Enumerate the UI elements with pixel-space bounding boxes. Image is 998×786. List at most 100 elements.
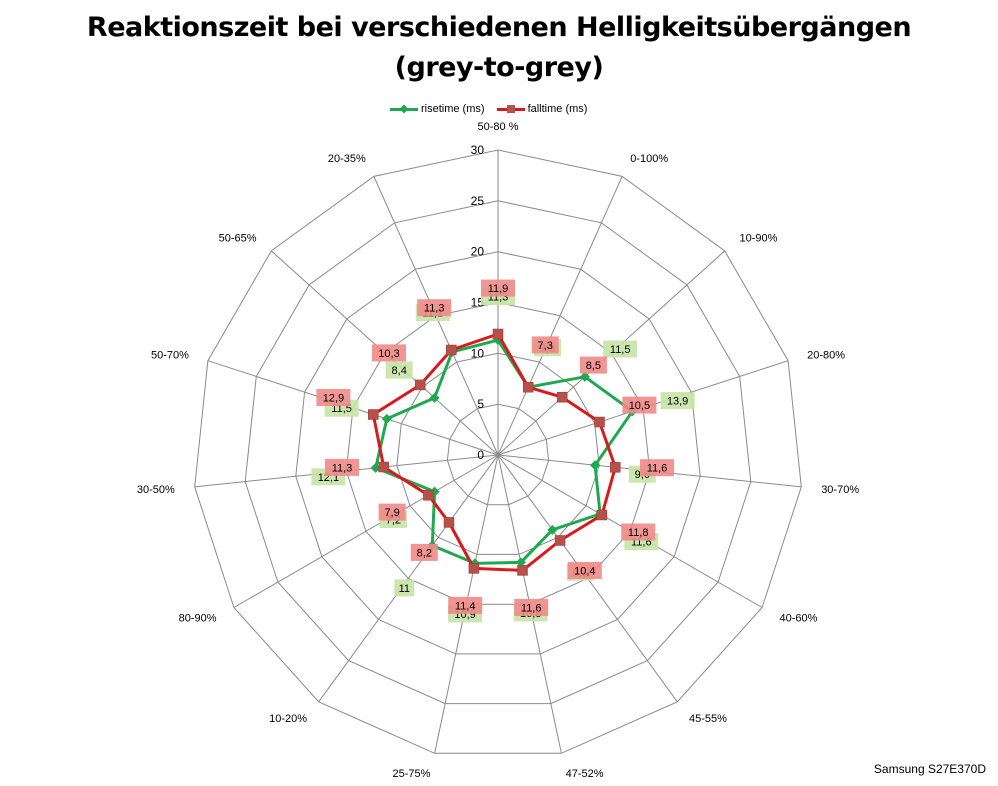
- svg-text:8,4: 8,4: [392, 365, 407, 377]
- svg-text:11,3: 11,3: [424, 303, 445, 315]
- falltime-data-label: 11,3: [325, 458, 359, 476]
- falltime-data-label: 12,9: [316, 389, 351, 406]
- axis-tick-label: 20: [471, 245, 485, 259]
- falltime-data-label: 11,3: [417, 299, 452, 317]
- svg-text:8,2: 8,2: [417, 547, 432, 559]
- grid-spoke: [233, 454, 499, 608]
- chart-title: Reaktionszeit bei verschiedenen Helligke…: [0, 8, 998, 88]
- legend-item-falltime: falltime (ms): [496, 103, 588, 115]
- falltime-point: [522, 381, 534, 393]
- svg-text:11,9: 11,9: [488, 283, 509, 295]
- falltime-data-label: 10,5: [622, 396, 657, 414]
- grid-ring: [345, 301, 651, 605]
- footer-note: Samsung S27E370D: [873, 762, 986, 776]
- legend: risetime (ms) falltime (ms): [390, 101, 599, 117]
- axis-tick-label: 0: [477, 448, 484, 462]
- falltime-point: [517, 565, 528, 576]
- category-label: 30-50%: [137, 484, 175, 496]
- grid-spoke: [497, 176, 623, 456]
- grid-ring: [244, 200, 752, 705]
- svg-text:11: 11: [399, 583, 410, 595]
- svg-text:11,5: 11,5: [331, 403, 352, 415]
- svg-text:10,4: 10,4: [574, 566, 595, 578]
- category-label: 10-20%: [269, 713, 307, 725]
- chart-subtitle: (grey-to-grey): [394, 52, 604, 83]
- legend-swatch-falltime: [496, 104, 525, 113]
- falltime-point: [414, 379, 426, 391]
- svg-text:11,3: 11,3: [332, 462, 353, 474]
- legend-item-risetime: risetime (ms): [390, 103, 485, 115]
- category-label: 50-70%: [151, 350, 189, 362]
- svg-text:13,9: 13,9: [667, 396, 688, 408]
- falltime-point: [554, 535, 566, 546]
- falltime-data-label: 8,2: [410, 543, 438, 561]
- falltime-data-label: 11,8: [621, 523, 656, 541]
- falltime-data-label: 11,4: [448, 596, 483, 614]
- chart-title-line1: Reaktionszeit bei verschiedenen Helligke…: [86, 12, 912, 43]
- falltime-data-label: 11,9: [481, 279, 515, 297]
- falltime-data-label: 7,3: [531, 336, 559, 354]
- axis-tick-label: 10: [471, 346, 485, 360]
- svg-text:11,8: 11,8: [628, 527, 649, 539]
- category-label: 25-75%: [392, 768, 430, 780]
- category-label: 47-52%: [566, 768, 604, 780]
- falltime-point: [556, 391, 568, 403]
- axis-tick-label: 5: [477, 397, 484, 411]
- legend-swatch-risetime: [390, 103, 418, 114]
- falltime-point: [468, 563, 480, 574]
- category-label: 80-90%: [179, 613, 217, 625]
- category-label: 50-65%: [219, 233, 257, 245]
- legend-label-falltime: falltime (ms): [527, 103, 588, 115]
- falltime-point: [594, 416, 605, 428]
- risetime-data-label: 13,9: [660, 392, 695, 410]
- axis-tick-label: 30: [471, 143, 485, 157]
- falltime-point: [492, 328, 504, 340]
- svg-text:12,9: 12,9: [323, 393, 344, 405]
- category-label: 45-55%: [689, 713, 727, 725]
- category-label: 20-80%: [807, 350, 845, 362]
- series-line-falltime: [371, 332, 617, 572]
- risetime-data-label: 11: [394, 579, 415, 597]
- axis-tick-label: 15: [471, 296, 485, 310]
- risetime-point: [429, 392, 440, 403]
- category-label: 20-35%: [328, 153, 366, 165]
- grid-ring: [295, 251, 701, 655]
- grid-ring: [446, 403, 550, 506]
- svg-text:7,3: 7,3: [538, 340, 553, 352]
- falltime-data-label: 8,5: [579, 356, 607, 374]
- svg-text:8,5: 8,5: [586, 360, 601, 372]
- risetime-point: [590, 460, 601, 471]
- svg-text:10,5: 10,5: [629, 400, 650, 412]
- falltime-point: [378, 461, 389, 473]
- category-label: 10-90%: [740, 233, 778, 245]
- falltime-point: [596, 509, 608, 521]
- grid-ring: [396, 352, 600, 555]
- falltime-point: [446, 344, 457, 356]
- falltime-data-label: 7,9: [378, 503, 406, 521]
- series-line-risetime: [374, 338, 634, 565]
- risetime-point: [547, 524, 558, 535]
- falltime-data-label: 10,4: [567, 562, 602, 579]
- category-label: 0-100%: [630, 153, 668, 165]
- svg-text:10,3: 10,3: [378, 348, 399, 360]
- axis-tick-label: 25: [471, 194, 485, 208]
- svg-text:7,9: 7,9: [384, 507, 399, 519]
- risetime-point: [515, 557, 526, 568]
- falltime-data-label: 10,3: [372, 344, 406, 362]
- svg-text:11,4: 11,4: [455, 600, 476, 612]
- grid-ring: [194, 149, 802, 754]
- falltime-point: [443, 517, 455, 528]
- falltime-point: [368, 409, 379, 420]
- svg-text:11,6: 11,6: [521, 602, 542, 614]
- risetime-data-label: 8,4: [385, 361, 413, 379]
- falltime-data-label: 11,6: [514, 598, 549, 616]
- falltime-data-label: 11,6: [640, 459, 674, 477]
- risetime-point: [370, 462, 381, 473]
- risetime-point: [381, 413, 392, 424]
- category-label: 50-80 %: [478, 121, 519, 133]
- category-label: 40-60%: [780, 613, 818, 625]
- svg-text:11,5: 11,5: [610, 344, 631, 356]
- svg-text:11,6: 11,6: [647, 463, 668, 475]
- risetime-point: [579, 371, 590, 382]
